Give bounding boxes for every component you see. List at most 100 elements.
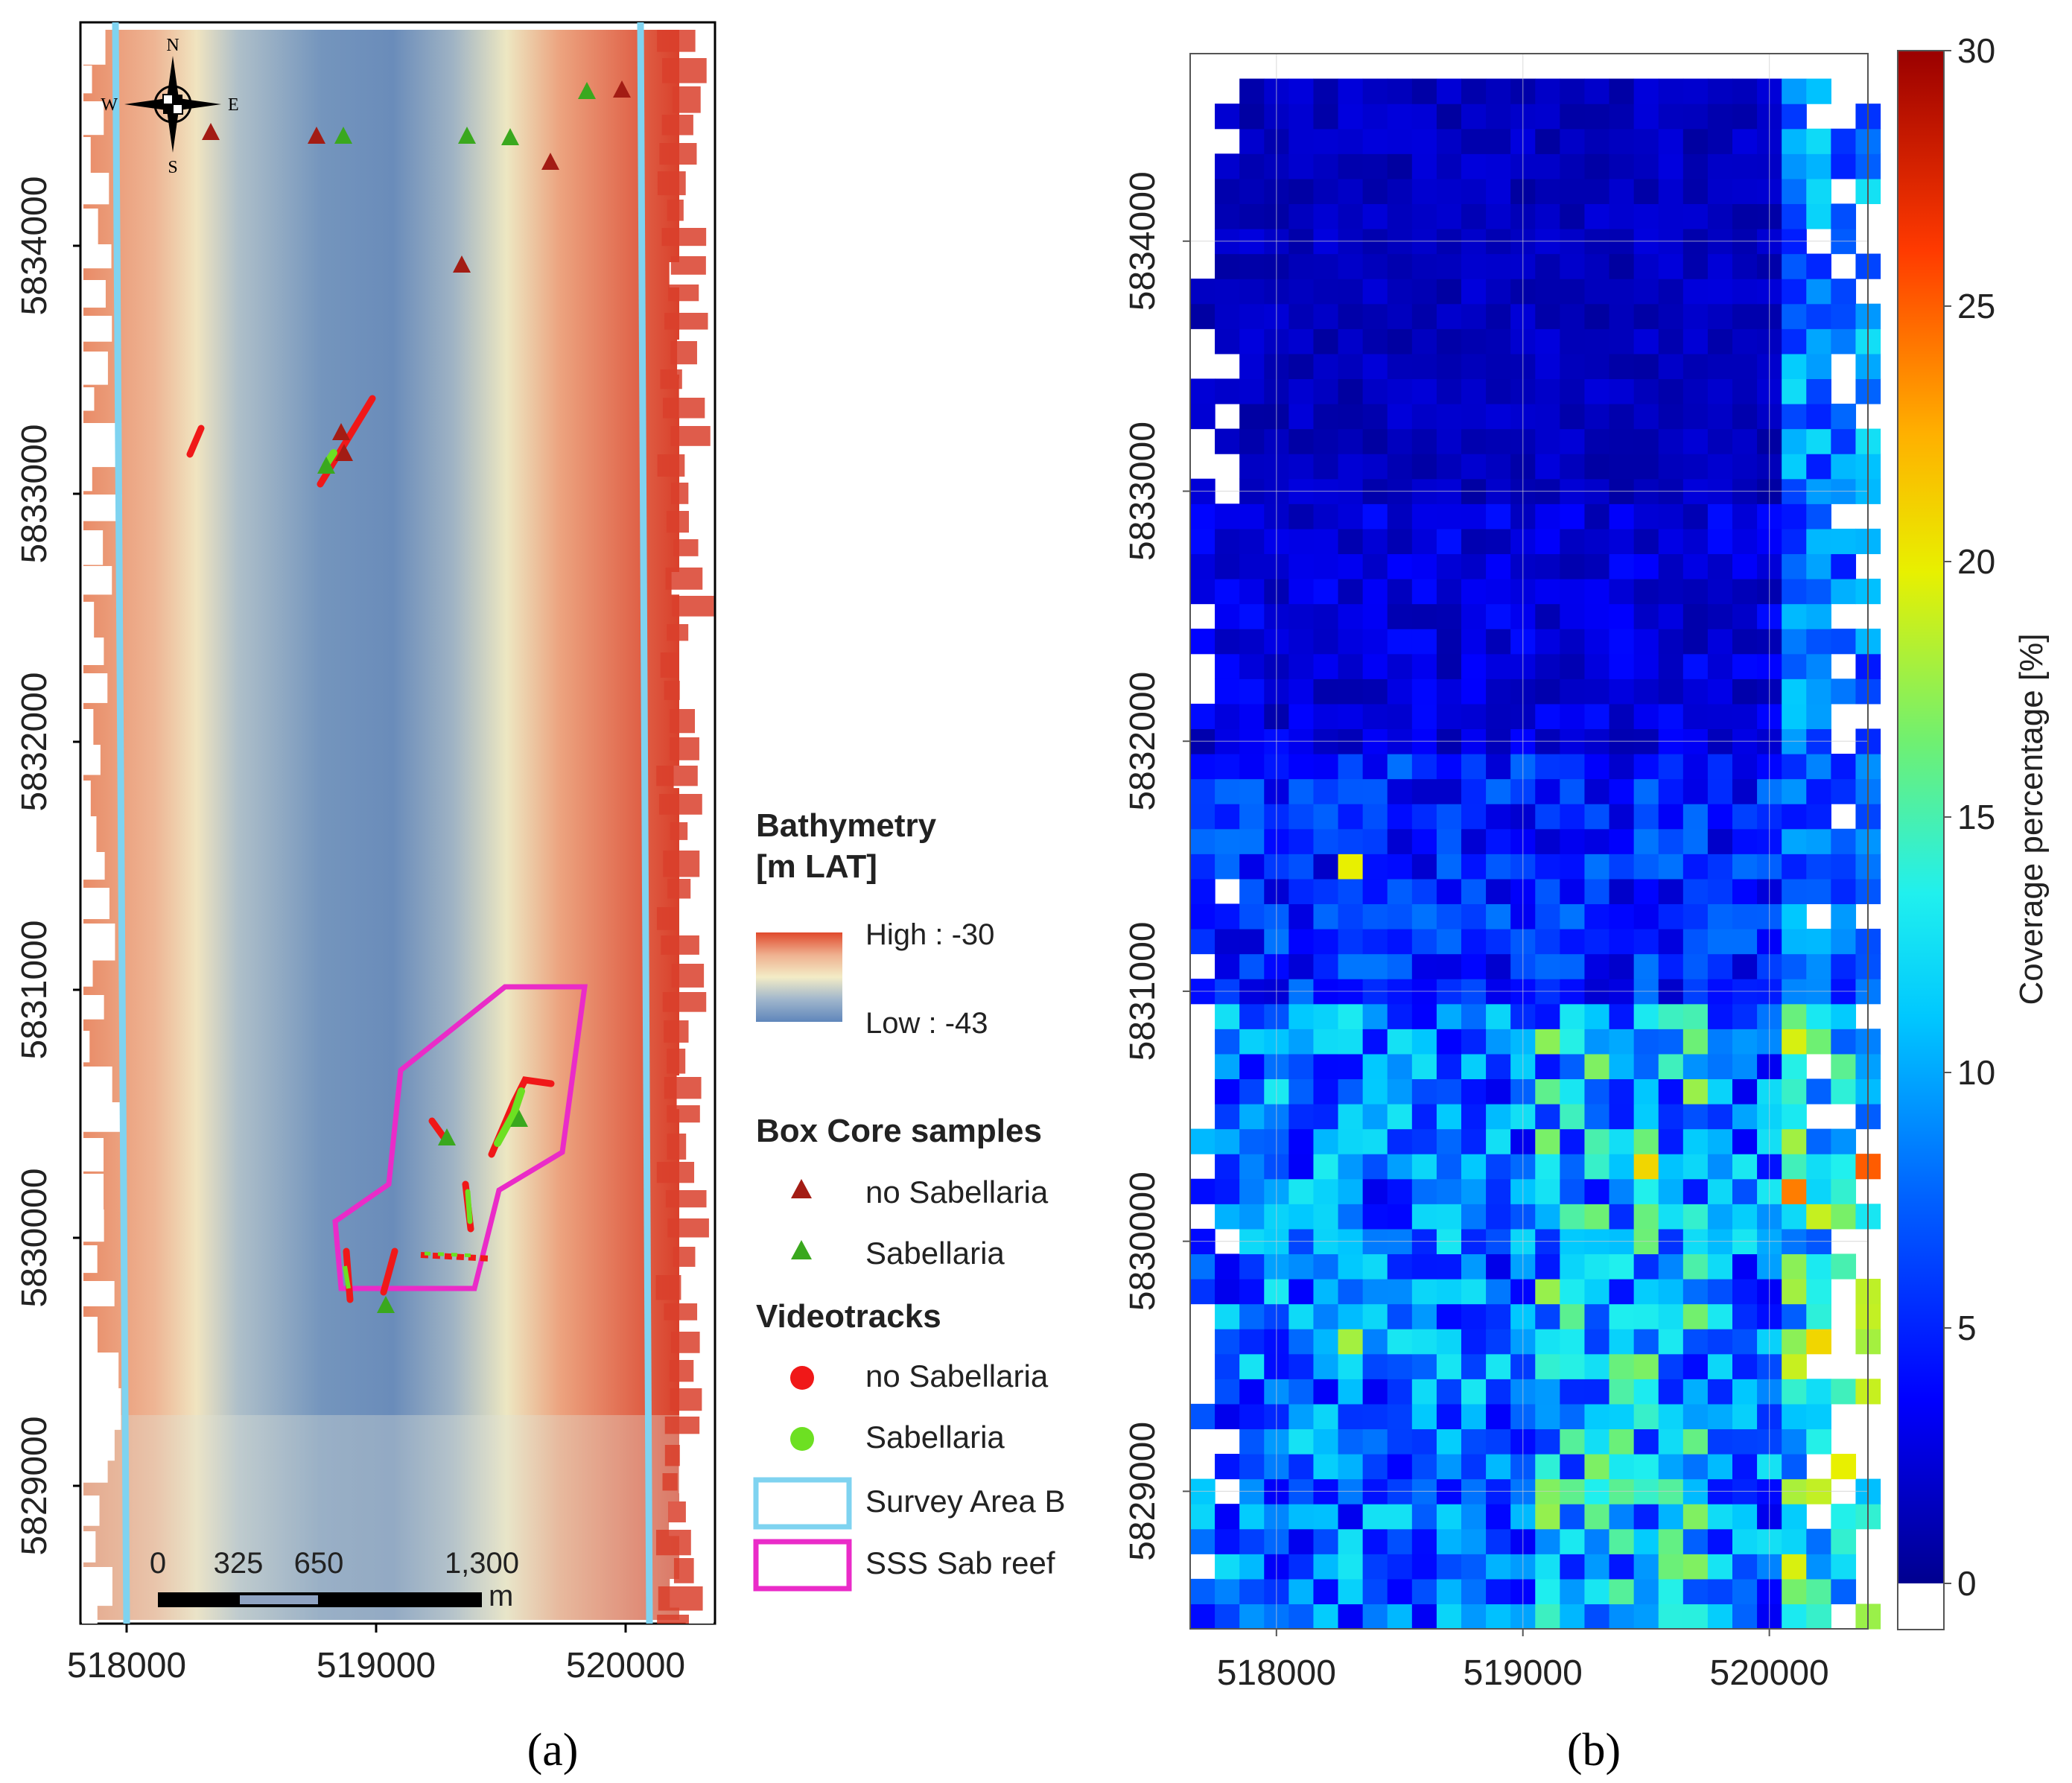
heatmap-cell — [1658, 378, 1684, 404]
heatmap-cell — [1436, 653, 1462, 679]
heatmap-cell — [1782, 528, 1807, 555]
heatmap-cell — [1411, 653, 1437, 679]
box-core-sabellaria[interactable] — [377, 1296, 395, 1313]
heatmap-cell — [1658, 153, 1684, 179]
heatmap-cell — [1486, 1078, 1511, 1105]
box-core-sabellaria[interactable] — [334, 127, 352, 144]
heatmap-cell — [1707, 629, 1733, 655]
heatmap-cell — [1313, 78, 1339, 104]
heatmap-cell — [1584, 328, 1610, 355]
sss-sab-reef-polygon[interactable] — [332, 984, 588, 1291]
box-core-sabellaria[interactable] — [578, 82, 596, 99]
heatmap-cell — [1215, 1329, 1240, 1355]
heatmap-cell — [1313, 1279, 1339, 1305]
heatmap-cell — [1486, 128, 1511, 154]
heatmap-cell — [1609, 1128, 1635, 1154]
raster-strip — [671, 1332, 700, 1353]
heatmap-cell — [1658, 1154, 1684, 1180]
heatmap-cell — [1461, 804, 1487, 830]
heatmap-cell — [1732, 1053, 1758, 1080]
raster-strip — [662, 992, 707, 1012]
heatmap-cell — [1436, 828, 1462, 854]
heatmap-cell — [1461, 1003, 1487, 1029]
heatmap-cell — [1338, 929, 1364, 955]
heatmap-cell — [1486, 804, 1511, 830]
heatmap-cell — [1313, 804, 1339, 830]
box-core-no-sabellaria[interactable] — [202, 123, 220, 140]
heatmap-cell — [1584, 1053, 1610, 1080]
box-core-no-sabellaria[interactable] — [541, 153, 559, 170]
heatmap-cell — [1782, 1003, 1807, 1029]
heatmap-cell — [1782, 253, 1807, 279]
raster-strip — [667, 200, 684, 221]
colorbar-nodata — [1898, 1583, 1944, 1630]
heatmap-cell — [1535, 203, 1560, 229]
box-core-sabellaria[interactable] — [438, 1128, 456, 1145]
heatmap-cell — [1782, 854, 1807, 880]
heatmap-cell — [1633, 1104, 1659, 1130]
raster-edge-gap — [692, 1037, 714, 1077]
heatmap-cell — [1535, 1154, 1560, 1180]
heatmap-cell — [1732, 1253, 1758, 1280]
box-core-sabellaria[interactable] — [501, 128, 519, 145]
heatmap-cell — [1486, 828, 1511, 854]
box-core-sabellaria[interactable] — [510, 1110, 528, 1127]
survey-area-west-edge — [112, 22, 130, 1624]
heatmap-cell — [1584, 804, 1610, 830]
heatmap-cell — [1411, 1204, 1437, 1230]
heatmap-cell — [1609, 1403, 1635, 1430]
heatmap-cell — [1707, 804, 1733, 830]
heatmap-cell — [1633, 78, 1659, 104]
raster-edge-gap — [82, 1102, 122, 1132]
heatmap-cell — [1436, 1379, 1462, 1405]
box-core-no-sabellaria[interactable] — [453, 255, 471, 273]
raster-strip — [670, 341, 697, 365]
heatmap-cell — [1633, 629, 1659, 655]
heatmap-cell — [1215, 303, 1240, 329]
heatmap-cell — [1338, 303, 1364, 329]
heatmap-cell — [1411, 1454, 1437, 1480]
heatmap-cell — [1658, 303, 1684, 329]
videotrack-no-sabellaria — [380, 1248, 398, 1296]
box-core-sabellaria[interactable] — [458, 127, 476, 144]
heatmap-cell — [1288, 404, 1315, 430]
compass-needle-west — [124, 98, 173, 110]
heatmap-cell — [1732, 253, 1758, 279]
box-core-sabellaria[interactable] — [317, 457, 335, 474]
heatmap-cell — [1707, 1604, 1733, 1630]
heatmap-cell — [1461, 1078, 1487, 1105]
heatmap-cell — [1387, 1204, 1413, 1230]
heatmap-cell — [1560, 1578, 1586, 1605]
y-tick-label: 5832000 — [1123, 672, 1163, 811]
compass-quadrant — [173, 95, 182, 104]
heatmap-cell — [1362, 778, 1388, 804]
heatmap-cell — [1609, 404, 1635, 430]
heatmap-cell — [1732, 1379, 1758, 1405]
heatmap-cell — [1215, 579, 1240, 605]
box-core-no-sabellaria[interactable] — [308, 127, 325, 144]
legend-no-sabellaria-triangle-icon — [791, 1179, 812, 1198]
box-core-no-sabellaria[interactable] — [332, 423, 350, 440]
heatmap-cell — [1732, 1403, 1758, 1430]
heatmap-cell — [1387, 778, 1413, 804]
heatmap-cell — [1338, 1104, 1364, 1130]
box-core-no-sabellaria[interactable] — [335, 444, 353, 461]
heatmap-cell — [1584, 104, 1610, 130]
box-core-no-sabellaria[interactable] — [613, 80, 631, 98]
heatmap-cell — [1338, 878, 1364, 905]
heatmap-cell — [1338, 804, 1364, 830]
heatmap-cell — [1560, 1128, 1586, 1154]
heatmap-cell — [1806, 279, 1831, 305]
heatmap-cell — [1411, 1554, 1437, 1580]
heatmap-cell — [1313, 1554, 1339, 1580]
heatmap-cell — [1436, 1353, 1462, 1379]
heatmap-cell — [1732, 903, 1758, 929]
heatmap-cell — [1411, 378, 1437, 404]
heatmap-cell — [1239, 353, 1265, 380]
raster-strip — [667, 879, 691, 899]
raster-edge-gap — [82, 709, 94, 749]
heatmap-cell — [1806, 428, 1831, 454]
heatmap-cell — [1584, 1029, 1610, 1055]
heatmap-cell — [1190, 754, 1215, 780]
heatmap-cell — [1584, 503, 1610, 530]
